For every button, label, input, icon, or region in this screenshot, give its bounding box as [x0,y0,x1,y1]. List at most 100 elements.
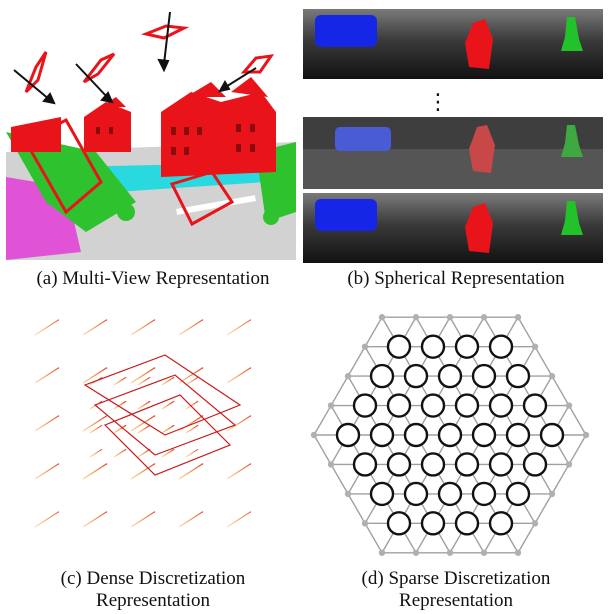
voxel-edge [226,511,252,528]
active-site-node [369,422,395,448]
voxel-edge [226,367,252,384]
voxel-edge [178,367,204,384]
lattice-vertex [327,461,335,468]
lattice-edge [364,316,383,348]
active-site-node [420,334,446,359]
active-site-node [352,393,378,418]
lattice-vertex [412,314,420,321]
active-site-node [369,481,395,507]
voxel-edge [82,463,108,480]
tree [263,209,279,225]
sparse-panel [310,295,590,560]
voxel-edge [137,424,151,434]
building-windows [96,124,255,155]
lattice-vertex [446,549,454,556]
voxel-edge [185,448,199,458]
lattice-vertex [310,431,318,439]
voxel-edge [89,448,103,458]
caption-a: (a) Multi-View Representation [0,268,306,290]
voxel-edge [34,367,60,384]
voxel-edge [185,376,199,386]
projection-plane [240,54,275,74]
lattice-vertex [378,314,386,321]
voxel-edge [226,463,252,480]
lattice-vertex [412,549,420,556]
lattice-vertex [378,549,386,556]
active-site-node [488,393,514,418]
lattice-vertex [361,520,369,527]
range-image-strip-top [303,9,603,79]
active-site-node [505,422,531,448]
strip-ellipsis: ⋮ [427,90,449,115]
lattice-edge [330,464,349,495]
lattice-vertex [327,402,335,409]
voxel-core-dense [83,354,242,476]
active-site-node [386,511,412,536]
multi-view-illustration [6,11,296,260]
view-direction-arrows [13,11,257,105]
projection-plane [82,52,116,84]
lattice-edge [534,493,553,524]
lattice-vertex [548,372,556,380]
active-site-node [386,452,412,477]
active-site-node [335,422,361,448]
voxel-edge [34,463,60,480]
active-site-node [454,334,480,359]
building-left [11,97,131,152]
active-site-node [437,481,463,507]
road-marking [176,195,256,215]
lattice-vertex [565,402,573,409]
lattice-edge [568,434,587,465]
voxel-edge [161,400,175,410]
lattice-edge [551,375,570,406]
lattice-vertex [361,343,369,350]
active-site-node [454,393,480,418]
voxel-edge [34,319,60,336]
active-site-node [403,363,429,389]
lattice-edge [364,522,383,554]
spherical-illustration: ⋮ [303,9,603,263]
lattice-edge [568,405,587,436]
caption-b-text: (b) Spherical Representation [347,268,565,289]
active-site-node [386,334,412,359]
active-site-node [471,481,497,507]
voxel-edge [137,376,151,386]
active-site-node [505,363,531,389]
lattice-vertex [344,372,352,380]
active-site-node [454,511,480,536]
voxel-edge [161,424,175,434]
active-site-node [386,393,412,418]
active-site-node [437,363,463,389]
range-image-strip-bottom [303,193,603,263]
active-site-node [420,511,446,536]
voxel-edge [130,319,156,336]
dense-panel [15,295,290,560]
lattice-vertex [531,343,539,350]
projection-plane [24,51,48,94]
voxel-edge [113,424,127,434]
range-image-strip-middle [303,117,603,189]
lattice-vertex [531,520,539,527]
active-site-node [454,452,480,477]
active-site-node [488,334,514,359]
voxel-edge [89,424,103,434]
lattice-edge [551,464,570,495]
voxel-edge [161,376,175,386]
voxel-edge [113,376,127,386]
voxel-edge [113,400,127,410]
lattice-vertex [582,431,590,439]
lattice-vertex [514,549,522,556]
caption-c: (c) Dense Discretization Representation [0,568,306,612]
voxel-edge [34,415,60,432]
caption-c-line2: Representation [96,590,210,611]
lattice-vertex [565,461,573,468]
lattice-edge [313,405,332,436]
voxel-cubes [34,319,252,528]
caption-a-text: (a) Multi-View Representation [36,268,270,289]
voxel-edge [82,511,108,528]
lattice-vertex [344,490,352,498]
projection-plane [23,117,103,215]
multi-view-panel [6,2,296,260]
active-site-node [369,363,395,389]
active-site-node [522,452,548,477]
